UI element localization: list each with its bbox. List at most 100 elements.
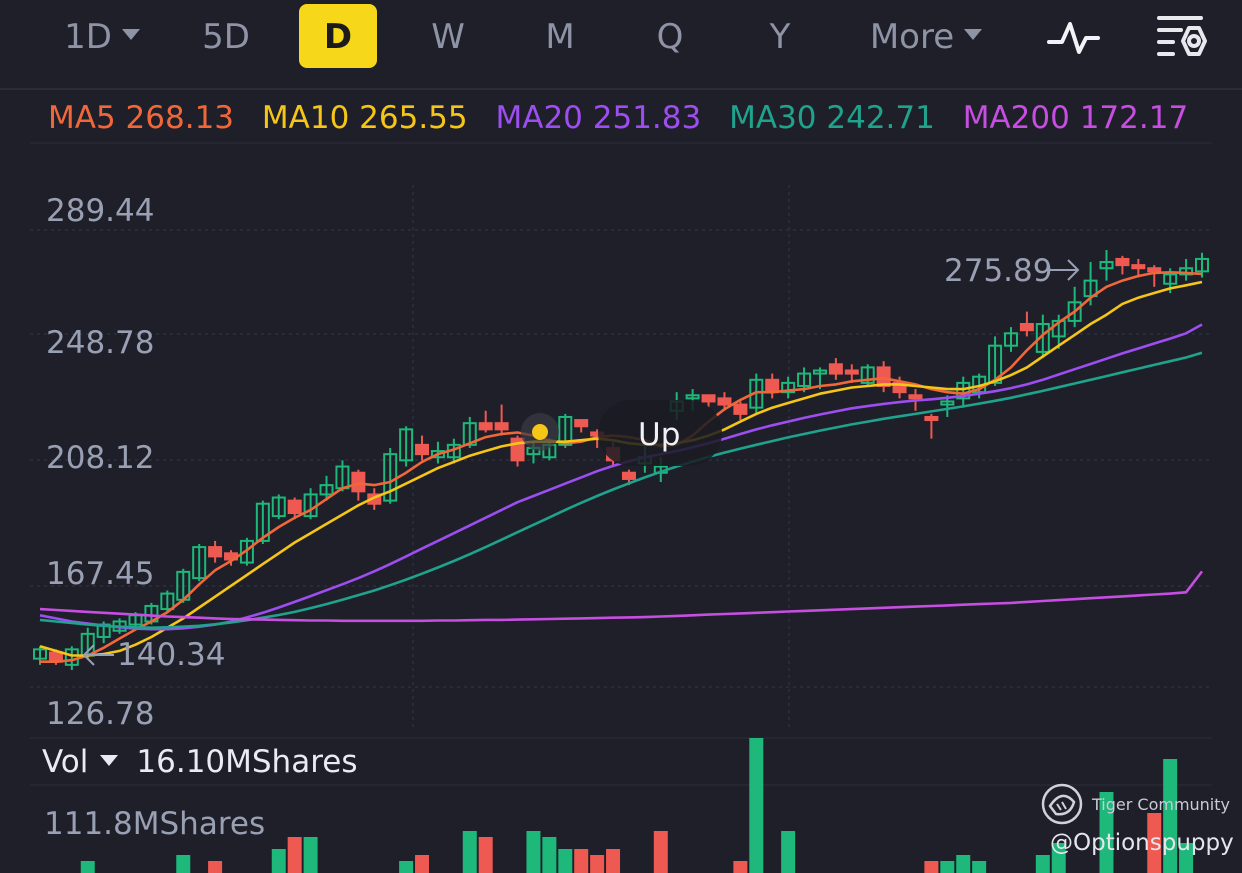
volume-bar [972,861,987,873]
candle-body [1195,257,1209,273]
volume-bar [415,855,430,873]
candle-body [399,428,414,462]
volume-bar [478,837,493,873]
signal-label: Up [638,417,680,453]
volume-bar [1099,792,1114,873]
y-tick-label: 208.12 [46,440,154,476]
low-price-label: 140.34 [117,637,225,673]
volume-bar [781,831,796,873]
ma30-legend: MA30 242.71 [729,100,935,136]
candle-body [1131,264,1146,270]
indicator-wave-icon[interactable] [1046,12,1102,68]
tab-1d[interactable]: 1D [52,4,152,68]
candle-body [574,419,589,428]
y-tick-label: 248.78 [46,325,154,361]
volume-axis-max: 111.8MShares [44,806,266,842]
ma20-legend: MA20 251.83 [495,100,702,136]
volume-bar [287,837,302,873]
candle-body [319,484,334,496]
volume-bar [208,861,223,873]
volume-bar [574,849,589,873]
candle-body [828,363,843,375]
y-tick-label: 167.45 [46,556,154,592]
volume-bar [303,837,318,873]
candle-body [1115,257,1130,267]
header-divider [0,88,1242,90]
high-price-label: 275.89 [944,253,1052,289]
candle-body [430,450,445,459]
ma-legend: MA5 268.13 MA10 265.55 MA20 251.83 MA30 … [48,100,1206,142]
candle-body [876,366,891,387]
y-tick-label: 289.44 [46,193,154,229]
watermark-user: @Optionspuppy [1050,830,1234,856]
volume-bar [80,861,95,873]
volume-header: Vol 16.10MShares [42,744,358,784]
candle-body [255,502,270,542]
candle-body [797,372,812,387]
candle-body [351,471,366,493]
signal-marker-dot [532,424,548,440]
volume-bar [271,849,286,873]
volume-bar [176,855,191,873]
candle-body [924,415,939,422]
candle-body [1035,323,1050,353]
tab-w[interactable]: W [431,17,465,57]
ma30-line [39,351,1203,630]
volume-bar [1179,843,1194,873]
tab-d[interactable]: D [299,4,377,68]
candle-body [33,648,47,660]
tab-5d[interactable]: 5D [202,17,250,57]
candle-body [1019,323,1034,332]
candle-body [287,499,302,515]
candle-body [494,422,509,431]
tab-q[interactable]: Q [656,17,684,57]
ma20-line [39,323,1203,631]
candle-body [701,394,716,403]
timeframe-tabs: 1D 5D D W M Q Y More [0,0,1242,80]
candle-body [1099,261,1114,270]
volume-bar [1035,855,1050,873]
candle-body [717,397,732,406]
ma10-legend: MA10 265.55 [261,100,468,136]
volume-label: Vol [42,744,89,780]
volume-bar [526,831,541,873]
volume-bar [462,831,477,873]
chevron-down-icon [964,29,983,40]
candle-body [812,369,827,375]
candle-body [765,378,780,394]
tab-y[interactable]: Y [769,17,791,57]
candle-body [685,394,700,400]
candle-body [192,546,207,580]
candle-body [478,422,493,431]
signal-label-bg [598,400,722,466]
chart-settings-icon[interactable] [1155,12,1207,70]
candle-body [1179,267,1194,276]
volume-bar [606,849,621,873]
tab-m[interactable]: M [545,17,575,57]
volume-bar [542,837,557,873]
volume-bar [749,738,764,873]
candle-body [1147,267,1162,273]
tiger-logo-icon [1041,783,1083,825]
volume-bar [1051,843,1066,873]
watermark-name: Tiger Community [1092,795,1230,814]
volume-bar [956,855,971,873]
tab-more[interactable]: More [860,4,992,68]
volume-bar [1163,759,1178,873]
volume-bar [399,861,414,873]
candle-body [239,539,254,564]
candle-body [1003,332,1018,347]
volume-bar [940,861,955,873]
candle-body [271,496,286,518]
ma5-legend: MA5 268.13 [48,100,235,136]
ma200-line [39,570,1204,623]
chevron-down-icon[interactable] [100,755,119,766]
candle-body [940,400,955,406]
y-tick-label: 126.78 [46,696,154,732]
candle-body [462,422,477,446]
volume-bar [733,861,748,873]
arrow-right-icon [1050,259,1080,281]
candle-body [558,415,573,446]
candle-body [1067,301,1082,322]
